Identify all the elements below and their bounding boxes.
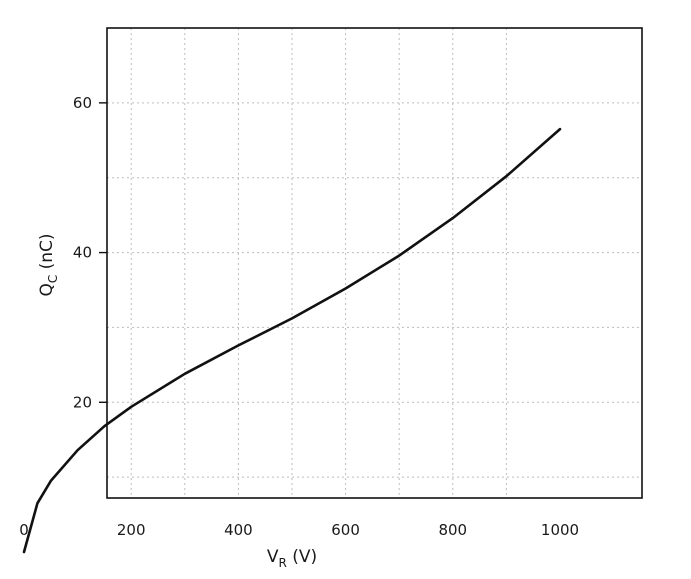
plot-frame bbox=[106, 27, 643, 499]
x-tick-label: 600 bbox=[331, 521, 360, 539]
series-line bbox=[22, 127, 562, 554]
x-axis-label: VR (V) bbox=[267, 547, 317, 570]
y-tick-label: 20 bbox=[73, 393, 92, 411]
x-tick-label: 1000 bbox=[541, 521, 579, 539]
x-tick-label: 200 bbox=[117, 521, 146, 539]
y-tick-label: 60 bbox=[73, 94, 92, 112]
x-tick-label: 800 bbox=[438, 521, 467, 539]
series-layer bbox=[22, 127, 562, 554]
y-tick-label: 40 bbox=[73, 244, 92, 262]
x-tick-label: 0 bbox=[19, 521, 29, 539]
y-axis-label: QC (nC) bbox=[37, 233, 60, 296]
x-tick-label: 400 bbox=[224, 521, 253, 539]
axis-ticks: 0 200 400 600 800 1000 20 40 60 bbox=[19, 94, 579, 539]
grid-lines bbox=[107, 28, 642, 498]
